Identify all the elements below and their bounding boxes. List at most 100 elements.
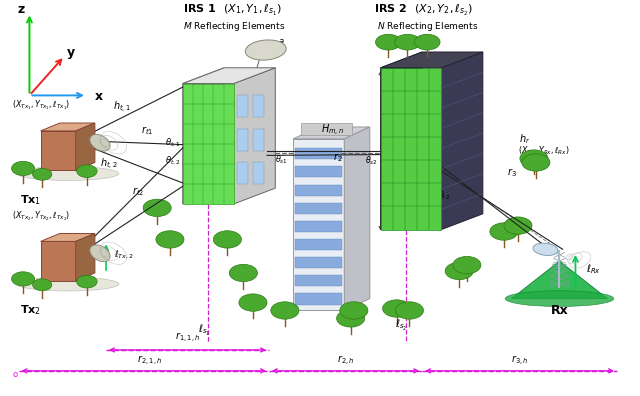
Circle shape	[33, 279, 52, 291]
Text: $\theta_{t,2}$: $\theta_{t,2}$	[165, 154, 181, 167]
Text: $r_2$: $r_2$	[333, 151, 342, 164]
Circle shape	[77, 165, 97, 177]
Polygon shape	[182, 68, 275, 84]
Text: o: o	[12, 370, 17, 379]
Text: $\ell_{Rx}$: $\ell_{Rx}$	[586, 262, 601, 276]
Circle shape	[229, 264, 257, 282]
Text: $(X_{Tx_1}, Y_{Tx_1}, \ell_{Tx_1})$: $(X_{Tx_1}, Y_{Tx_1}, \ell_{Tx_1})$	[12, 99, 70, 112]
Text: $\ell_{s_2}$: $\ell_{s_2}$	[395, 318, 407, 333]
Text: z: z	[17, 3, 25, 16]
Text: $a$: $a$	[278, 37, 285, 46]
Polygon shape	[511, 261, 607, 299]
Text: $\theta_{t,1}$: $\theta_{t,1}$	[165, 137, 181, 149]
Polygon shape	[381, 68, 442, 230]
Circle shape	[445, 262, 473, 280]
Polygon shape	[295, 275, 342, 286]
Circle shape	[12, 161, 35, 175]
Text: $h_{t,1}$: $h_{t,1}$	[113, 100, 131, 115]
Text: Tx$_1$: Tx$_1$	[20, 193, 41, 207]
Text: Rx: Rx	[550, 304, 568, 317]
Polygon shape	[295, 166, 342, 177]
Polygon shape	[40, 131, 76, 170]
Polygon shape	[344, 127, 370, 310]
Circle shape	[522, 154, 550, 171]
Polygon shape	[253, 162, 264, 184]
Ellipse shape	[17, 277, 119, 291]
Polygon shape	[40, 242, 76, 281]
Text: $N$ Reflecting Elements: $N$ Reflecting Elements	[378, 20, 479, 33]
Text: $r_{t2}$: $r_{t2}$	[132, 186, 144, 198]
Circle shape	[33, 168, 52, 180]
Polygon shape	[295, 239, 342, 250]
Circle shape	[156, 231, 184, 248]
Circle shape	[504, 217, 532, 234]
Circle shape	[340, 302, 368, 319]
Text: $b$: $b$	[266, 50, 273, 61]
Ellipse shape	[245, 40, 286, 60]
Polygon shape	[182, 84, 234, 204]
Polygon shape	[293, 139, 344, 310]
Text: $\theta_{s1}$: $\theta_{s1}$	[275, 154, 288, 166]
Circle shape	[213, 231, 241, 248]
Text: y: y	[67, 46, 75, 59]
Ellipse shape	[533, 243, 558, 255]
Text: $\theta_{s2}$: $\theta_{s2}$	[365, 154, 378, 167]
Text: $r_{3,h}$: $r_{3,h}$	[511, 354, 529, 368]
Polygon shape	[295, 257, 342, 268]
Circle shape	[337, 310, 365, 327]
Text: $\theta_{r2}$: $\theta_{r2}$	[438, 190, 451, 202]
Polygon shape	[295, 185, 342, 196]
Polygon shape	[295, 148, 342, 159]
Circle shape	[77, 275, 97, 288]
Circle shape	[490, 223, 518, 240]
Polygon shape	[182, 68, 224, 204]
Circle shape	[143, 199, 172, 217]
Polygon shape	[381, 52, 422, 230]
Ellipse shape	[505, 291, 614, 307]
Text: $M$ Reflecting Elements: $M$ Reflecting Elements	[182, 20, 285, 33]
Text: $H_{m,n}$: $H_{m,n}$	[321, 124, 344, 139]
Text: IRS 1  $(X_1, Y_1, \ell_{s_1})$: IRS 1 $(X_1, Y_1, \ell_{s_1})$	[182, 3, 282, 18]
Ellipse shape	[90, 134, 110, 151]
Polygon shape	[237, 95, 248, 117]
Text: Tx$_2$: Tx$_2$	[20, 304, 41, 317]
Circle shape	[453, 256, 481, 274]
Text: $\ell_{Tx,2}$: $\ell_{Tx,2}$	[115, 249, 134, 261]
Circle shape	[376, 34, 401, 50]
Polygon shape	[295, 203, 342, 214]
Polygon shape	[442, 52, 483, 230]
Polygon shape	[381, 52, 483, 68]
Circle shape	[271, 302, 299, 319]
Ellipse shape	[17, 167, 119, 181]
Text: $\ell_{s_1}$: $\ell_{s_1}$	[198, 323, 210, 338]
Ellipse shape	[90, 245, 110, 262]
Polygon shape	[76, 123, 95, 170]
Circle shape	[415, 34, 440, 50]
Text: $\theta_{s_{1,1}}$: $\theta_{s_{1,1}}$	[210, 150, 226, 163]
Polygon shape	[40, 123, 95, 131]
Text: x: x	[94, 89, 102, 103]
Circle shape	[396, 302, 424, 319]
Polygon shape	[253, 129, 264, 150]
Text: $r_{t1}$: $r_{t1}$	[141, 124, 154, 137]
Text: $h_{t,2}$: $h_{t,2}$	[100, 157, 118, 172]
Text: $(X_{Rx}, Y_{Rx}, \ell_{Rx})$: $(X_{Rx}, Y_{Rx}, \ell_{Rx})$	[518, 145, 570, 157]
Text: $r_{2,1,h}$: $r_{2,1,h}$	[138, 354, 163, 368]
Polygon shape	[293, 127, 370, 139]
Circle shape	[395, 34, 420, 50]
Text: IRS 2  $(X_2, Y_2, \ell_{s_2})$: IRS 2 $(X_2, Y_2, \ell_{s_2})$	[374, 3, 473, 18]
Circle shape	[12, 272, 35, 286]
Polygon shape	[253, 95, 264, 117]
Polygon shape	[301, 124, 352, 135]
Text: $(X_{Tx_2}, Y_{Tx_2}, \ell_{Tx_2})$: $(X_{Tx_2}, Y_{Tx_2}, \ell_{Tx_2})$	[12, 209, 70, 223]
Polygon shape	[40, 234, 95, 242]
Polygon shape	[76, 234, 95, 281]
Polygon shape	[295, 293, 342, 305]
Polygon shape	[234, 68, 275, 204]
Text: $r_3$: $r_3$	[507, 166, 516, 179]
Circle shape	[520, 150, 548, 167]
Circle shape	[239, 294, 267, 311]
Polygon shape	[237, 162, 248, 184]
Polygon shape	[295, 221, 342, 232]
Circle shape	[383, 300, 411, 317]
